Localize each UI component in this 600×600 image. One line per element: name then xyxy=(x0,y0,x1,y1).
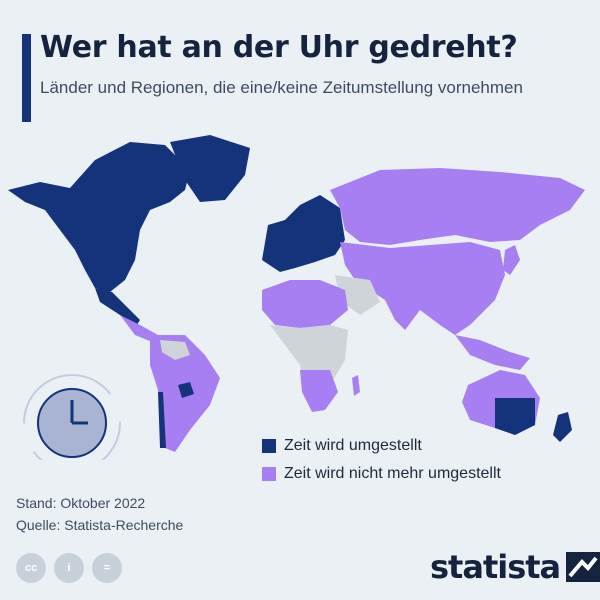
region-southeast-asia xyxy=(455,335,530,370)
page-subtitle: Länder und Regionen, die eine/keine Zeit… xyxy=(40,78,523,97)
legend: Zeit wird umgestellt Zeit wird nicht meh… xyxy=(262,432,501,488)
region-africa-north xyxy=(262,280,348,328)
region-central-america xyxy=(120,315,158,342)
region-north-america xyxy=(8,142,190,292)
region-greenland xyxy=(170,135,250,202)
cc-icon[interactable]: cc xyxy=(16,553,46,583)
equals-icon[interactable]: = xyxy=(92,553,122,583)
region-madagascar xyxy=(352,375,360,396)
region-middle-east-grey xyxy=(335,275,380,315)
statista-logo[interactable]: statista xyxy=(430,548,600,586)
by-label: i xyxy=(67,562,71,574)
clock-icon xyxy=(23,374,121,460)
legend-item-no-dst: Zeit wird nicht mehr umgestellt xyxy=(262,460,501,488)
region-russia xyxy=(330,168,585,245)
stand-text: Stand: Oktober 2022 xyxy=(16,495,146,511)
legend-label-no-dst: Zeit wird nicht mehr umgestellt xyxy=(284,465,501,482)
region-europe xyxy=(262,195,345,272)
region-mexico xyxy=(95,288,140,328)
world-map xyxy=(8,135,585,460)
brand-name: statista xyxy=(430,548,561,586)
region-australia-dst xyxy=(495,398,535,435)
statista-mark-icon xyxy=(566,552,600,582)
legend-swatch-no-dst xyxy=(262,467,276,481)
quelle-text: Quelle: Statista-Recherche xyxy=(16,517,184,533)
region-brazil-grey xyxy=(160,340,190,360)
title-accent-bar xyxy=(22,34,31,122)
region-japan xyxy=(503,245,520,275)
region-chile xyxy=(158,392,166,448)
person-icon[interactable]: i xyxy=(54,553,84,583)
nd-label: = xyxy=(103,562,111,574)
legend-swatch-dst xyxy=(262,439,276,453)
region-paraguay xyxy=(178,382,194,398)
legend-label-dst: Zeit wird umgestellt xyxy=(284,437,422,454)
cc-label: cc xyxy=(24,562,38,574)
license-icons: cc i = xyxy=(16,553,122,583)
region-asia xyxy=(340,242,505,335)
region-africa-south xyxy=(300,370,338,412)
page-title: Wer hat an der Uhr gedreht? xyxy=(40,30,518,65)
legend-item-dst: Zeit wird umgestellt xyxy=(262,432,501,460)
source-info: Stand: Oktober 2022 Quelle: Statista-Rec… xyxy=(16,492,183,536)
region-new-zealand xyxy=(553,412,572,442)
